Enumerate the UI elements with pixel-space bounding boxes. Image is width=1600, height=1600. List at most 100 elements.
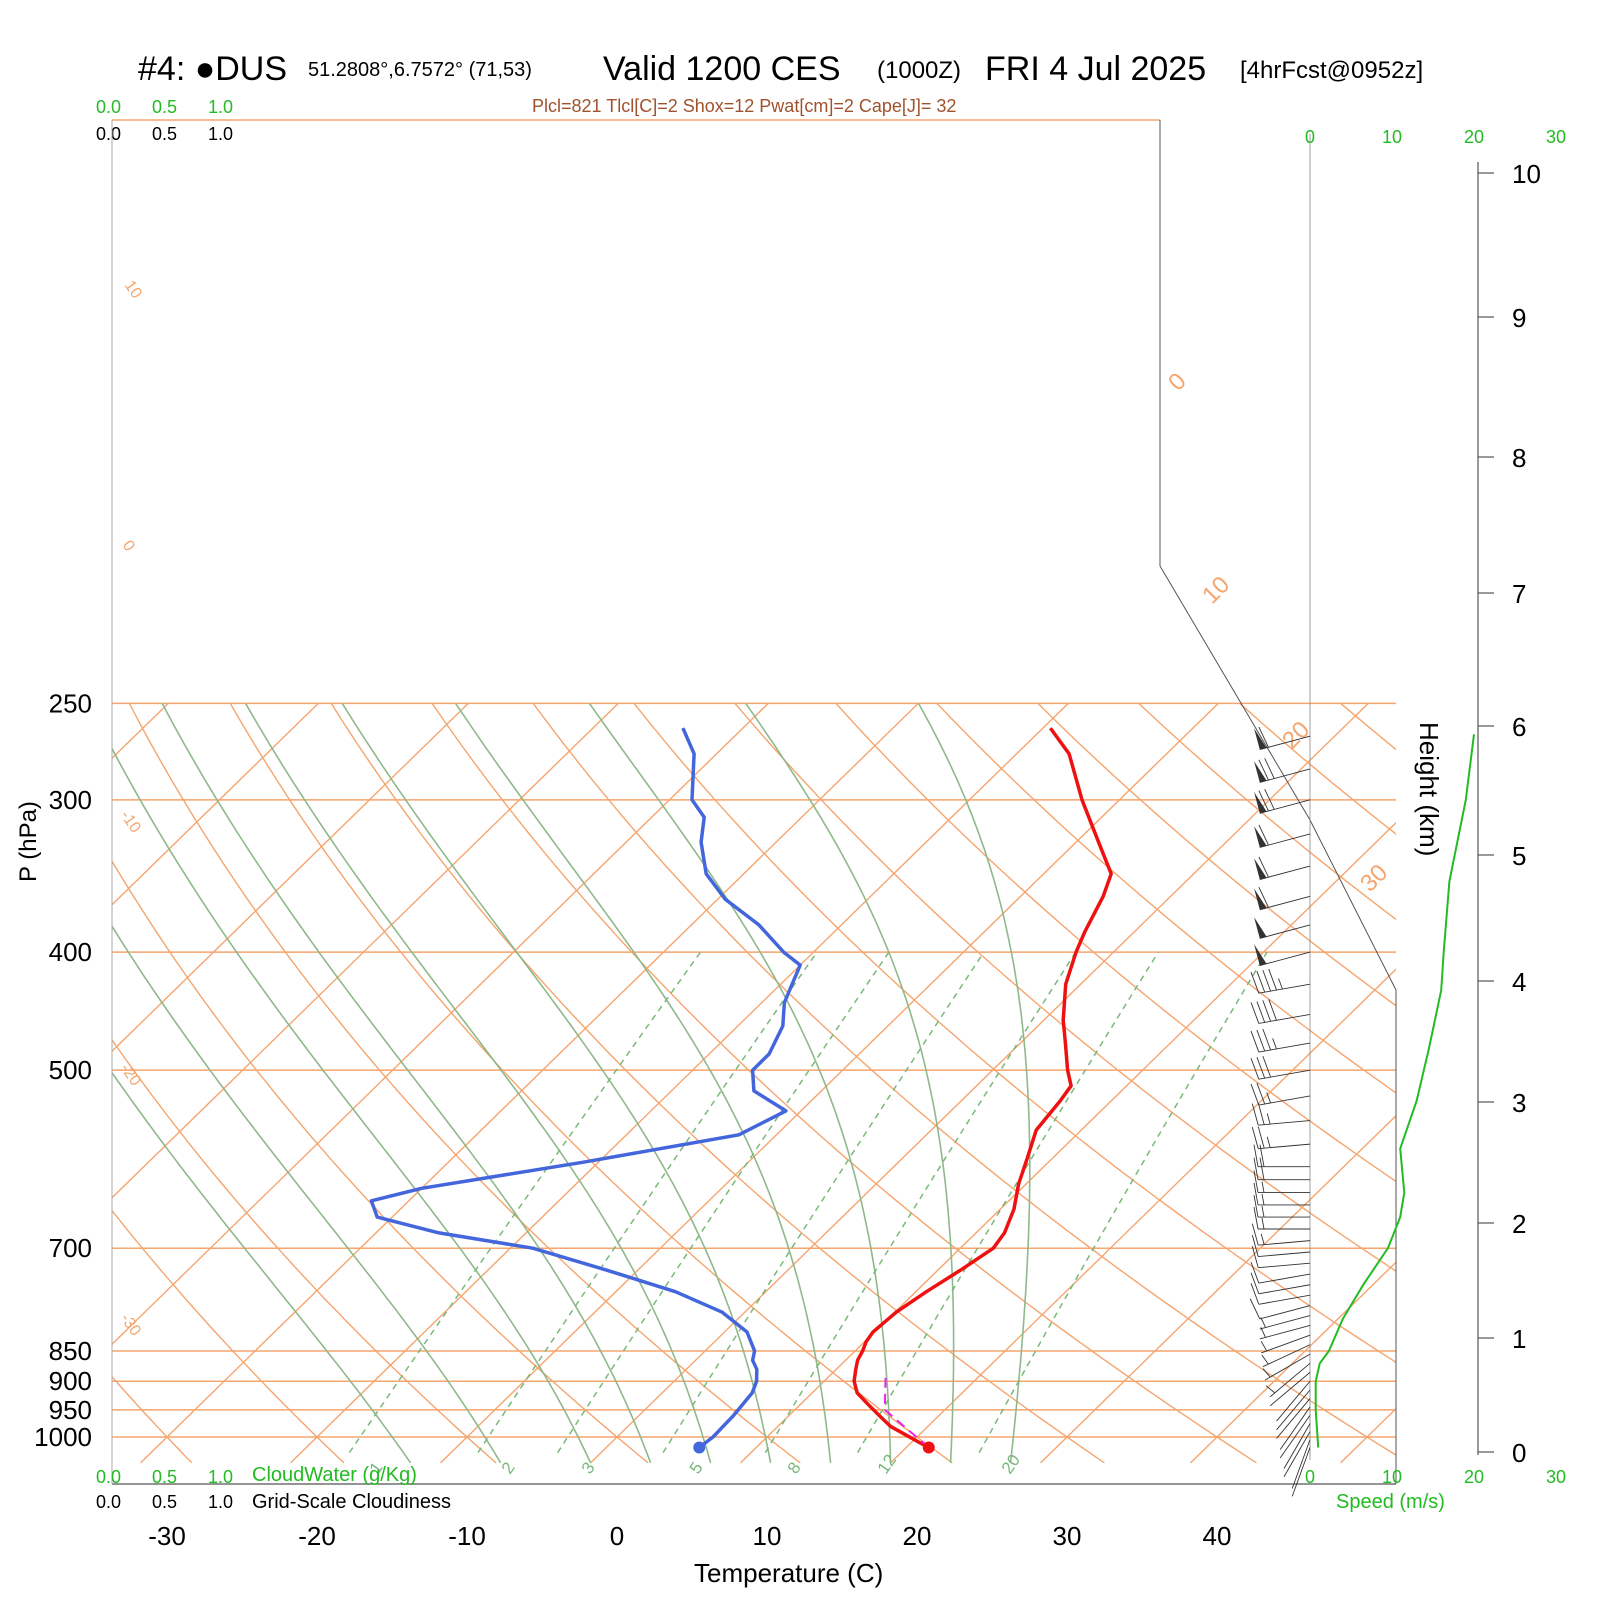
wind-barb: [1254, 726, 1311, 751]
speed-scale-bottom: 0 10 20 30: [1305, 1467, 1566, 1487]
wind-barb: [1253, 1182, 1310, 1206]
top-green-tick: 0.5: [152, 97, 177, 117]
mixing-ratio-line: [557, 951, 890, 1454]
speed-tick: 30: [1546, 1467, 1566, 1487]
valid-time: Valid 1200 CES: [603, 50, 841, 88]
forecast-date: FRI 4 Jul 2025: [985, 50, 1206, 88]
parcel-line: [883, 1372, 930, 1449]
height-tick-label: 5: [1512, 841, 1526, 871]
x-tick-label: -20: [298, 1521, 336, 1551]
cloudwater-label: CloudWater (g/Kg): [252, 1464, 417, 1486]
wind-barb: [1259, 1325, 1311, 1340]
plot-frame: [111, 119, 1397, 1485]
mixing-ratio-line: [978, 951, 1268, 1453]
dry-adiabat-line: [128, 702, 801, 1464]
speed-tick: 0: [1305, 127, 1315, 147]
speed-tick: 10: [1382, 127, 1402, 147]
mixing-ratio-line: [856, 951, 1160, 1453]
wind-barb: [1262, 1353, 1311, 1381]
wind-speed-line: [1314, 734, 1475, 1448]
x-axis-title: Temperature (C): [694, 1558, 883, 1588]
wind-barb: [1283, 1423, 1311, 1469]
top-green-tick: 0.0: [96, 97, 121, 117]
wind-barb: [1251, 1102, 1311, 1126]
height-tick-label: 6: [1512, 712, 1526, 742]
top-black-tick: 0.0: [96, 124, 121, 144]
height-tick-label: 7: [1512, 579, 1526, 609]
wind-barb: [1269, 1372, 1311, 1407]
x-tick-label: 30: [1053, 1521, 1082, 1551]
dry-adiabat-line: [734, 702, 1396, 1272]
wind-barb: [1261, 1344, 1311, 1368]
wind-barb: [1279, 1406, 1311, 1450]
wind-barb: [1250, 1272, 1311, 1295]
isotherm-line: [1491, 703, 1600, 1462]
dry-adiabat-line: [1037, 702, 1396, 1007]
temperature-line: [852, 727, 1113, 1450]
moist-adiabat-line: [161, 702, 652, 1464]
wind-barb: [1249, 1298, 1311, 1320]
pressure-tick-label: 1000: [34, 1422, 92, 1452]
wind-barb: [1250, 1283, 1311, 1305]
isotherm-line: [112, 702, 469, 1053]
isotherm-line: [440, 702, 1219, 1464]
dry-adiabat-line: [112, 1038, 497, 1464]
height-tick-label: 0: [1512, 1438, 1526, 1468]
wind-barb: [1254, 856, 1311, 880]
wind-barb: [1254, 887, 1311, 911]
dry-adiabat-line: [532, 702, 1396, 1456]
dewpoint-line: [369, 727, 802, 1449]
isotherm-label: 0: [1163, 368, 1192, 397]
wind-barb: [1251, 1126, 1311, 1150]
x-tick-label: 20: [903, 1521, 932, 1551]
height-tick-label: 4: [1512, 967, 1526, 997]
dry-adiabat-line: [112, 1375, 193, 1464]
isotherm-label: 20: [1277, 716, 1315, 754]
mixing-ratio-line: [477, 951, 818, 1454]
bottom-black-tick: 0.5: [152, 1492, 177, 1512]
station-title: #4: ●DUS: [138, 50, 287, 88]
wind-barb: [1276, 1398, 1311, 1439]
isotherm-line: [1040, 1114, 1396, 1464]
dry-adiabat-line: [112, 1209, 345, 1464]
isotherm-line: [112, 702, 619, 1199]
pressure-tick-label: 900: [49, 1366, 92, 1396]
height-tick-label: 3: [1512, 1088, 1526, 1118]
height-tick-label: 8: [1512, 443, 1526, 473]
moist-adiabat-line: [244, 702, 712, 1464]
x-tick-label: 40: [1203, 1521, 1232, 1551]
mixing-ratio-line: [764, 951, 1077, 1453]
y-axis-title: P (hPa): [15, 801, 42, 882]
wind-barb: [1254, 917, 1311, 939]
wind-barb: [1250, 1082, 1311, 1106]
wind-barb: [1291, 1447, 1311, 1497]
isotherm-line: [1190, 1261, 1396, 1464]
isotherm-line: [140, 702, 919, 1464]
moist-adiabat-line: [112, 1071, 412, 1464]
isotherm-line: [1340, 1407, 1396, 1464]
wind-barb: [1276, 1389, 1311, 1431]
wind-barb: [1259, 1315, 1311, 1330]
wind-barb: [1254, 758, 1311, 783]
thermo-grid: [112, 702, 1600, 1464]
x-tick-label: 10: [753, 1521, 782, 1551]
height-tick-label: 9: [1512, 303, 1526, 333]
moist-adiabat-line: [112, 746, 592, 1464]
top-green-tick: 1.0: [208, 97, 233, 117]
mixing-ratio-label: 20: [998, 1451, 1024, 1477]
mixing-ratio-label: 2: [498, 1459, 519, 1478]
stability-indices: Plcl=821 Tlcl[C]=2 Shox=12 Pwat[cm]=2 Ca…: [532, 96, 956, 116]
top-black-tick: 0.5: [152, 124, 177, 144]
cloudiness-label: Grid-Scale Cloudiness: [252, 1491, 451, 1513]
height-tick-label: 2: [1512, 1209, 1526, 1239]
top-cloudiness-scale: 0.0 0.5 1.0: [96, 124, 233, 144]
top-cloudwater-scale: 0.0 0.5 1.0: [96, 97, 233, 117]
dry-adiabat-line: [229, 702, 953, 1464]
wind-barb: [1253, 1157, 1310, 1181]
wind-barb: [1251, 1245, 1311, 1269]
wind-barb: [1276, 1380, 1311, 1422]
dry-adiabat-line: [1138, 702, 1396, 921]
pressure-tick-label: 850: [49, 1336, 92, 1366]
dry-adiabat-line: [936, 702, 1396, 1094]
